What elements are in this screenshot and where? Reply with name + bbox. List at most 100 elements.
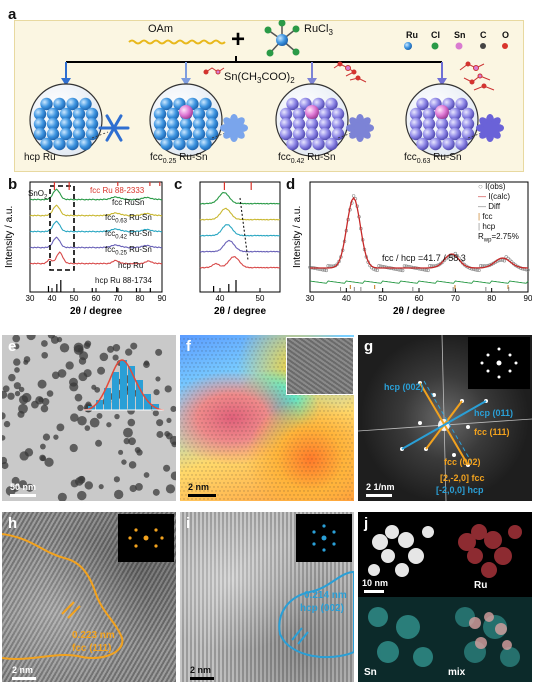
f-lattice-dot [255,418,257,420]
atom-ball [422,127,436,141]
f-lattice-dot [313,422,315,424]
f-lattice-dot [197,486,199,488]
f-lattice-dot [239,450,241,452]
f-lattice-dot [339,458,341,460]
d-legend-calc: — I(calc) [478,192,511,201]
f-lattice-dot [329,430,331,432]
f-lattice-dot [275,498,277,500]
f-lattice-dot [231,402,233,404]
f-lattice-dot [223,362,225,364]
d-obs-point [308,265,312,270]
f-lattice-dot [287,450,289,452]
f-lattice-dot [239,482,241,484]
f-lattice-dot [193,478,195,480]
f-lattice-dot [283,458,285,460]
f-lattice-dot [339,482,341,484]
f-lattice-dot [243,338,245,340]
f-lattice-dot [309,406,311,408]
f-lattice-dot [267,426,269,428]
atom-ball [40,137,53,151]
f-lattice-dot [305,406,307,408]
f-lattice-dot [195,410,197,412]
f-lattice-dot [283,498,285,500]
e-particle [113,489,124,500]
e-particle [17,410,25,418]
f-lattice-dot [247,338,249,340]
f-lattice-dot [215,410,217,412]
f-lattice-dot [285,422,287,424]
nanocrystal-shape-0 [91,114,130,142]
f-lattice-dot [323,402,325,404]
f-lattice-dot [221,430,223,432]
b-xrd-curve [29,236,163,249]
f-lattice-dot [235,378,237,380]
f-lattice-dot [183,370,185,372]
e-scale-text: 50 nm [10,482,37,492]
f-lattice-dot [261,494,263,496]
f-lattice-dot [211,426,213,428]
sn-text-1: Sn(CH [224,71,258,83]
f-lattice-dot [215,346,217,348]
f-lattice-dot [283,466,285,468]
f-lattice-dot [285,462,287,464]
e-particle [19,451,29,461]
f-lattice-dot [235,474,237,476]
f-lattice-dot [259,370,261,372]
g-hcp011: hcp (011) [474,408,514,418]
f-lattice-dot [211,466,213,468]
d-obs-point [335,262,339,266]
e-particle [83,342,91,350]
e-particle [99,352,109,362]
f-lattice-dot [195,378,197,380]
f-lattice-dot [325,486,327,488]
panel-h-haadf [2,512,176,682]
atom-ball [59,127,73,141]
f-lattice-dot [335,466,337,468]
atom-ball [461,127,475,141]
sn-sub-2: 2 [290,76,295,86]
d-obs-point [399,268,403,272]
f-lattice-dot [221,358,223,360]
f-lattice-dot [227,378,229,380]
f-lattice-dot [297,486,299,488]
f-lattice-dot [263,434,265,436]
f-lattice-dot [243,394,245,396]
atom-ball [409,107,423,121]
f-lattice-dot [251,418,253,420]
f-lattice-dot [267,442,269,444]
f-lattice-dot [197,390,199,392]
f-lattice-dot [197,422,199,424]
f-lattice-dot [313,438,315,440]
f-lattice-dot [213,358,215,360]
f-lattice-dot [203,458,205,460]
d-leg-3: fcc [482,212,493,221]
f-lattice-dot [205,414,207,416]
f-lattice-dot [223,354,225,356]
f-lattice-dot [283,370,285,372]
f-lattice-dot [223,426,225,428]
f-lattice-dot [249,374,251,376]
f-lattice-dot [231,426,233,428]
atom-ball [59,107,73,121]
f-lattice-dot [255,482,257,484]
e-particle [95,439,103,447]
f-lattice-dot [183,362,185,364]
f-lattice-dot [195,466,197,468]
f-lattice-dot [251,362,253,364]
f-lattice-dot [333,486,335,488]
e-particle [163,464,171,472]
f-lattice-dot [239,458,241,460]
f-lattice-dot [209,478,211,480]
f-lattice-dot [255,386,257,388]
f-lattice-dot [209,366,211,368]
f-lattice-dot [295,434,297,436]
atom-ball [422,107,436,121]
f-lattice-dot [263,418,265,420]
f-lattice-dot [347,490,349,492]
f-lattice-dot [271,490,273,492]
f-lattice-dot [269,358,271,360]
b-ref-top-label: fcc Ru 88-2333 [90,186,145,195]
f-lattice-dot [319,450,321,452]
f-lattice-dot [211,482,213,484]
e-particle [26,335,36,341]
